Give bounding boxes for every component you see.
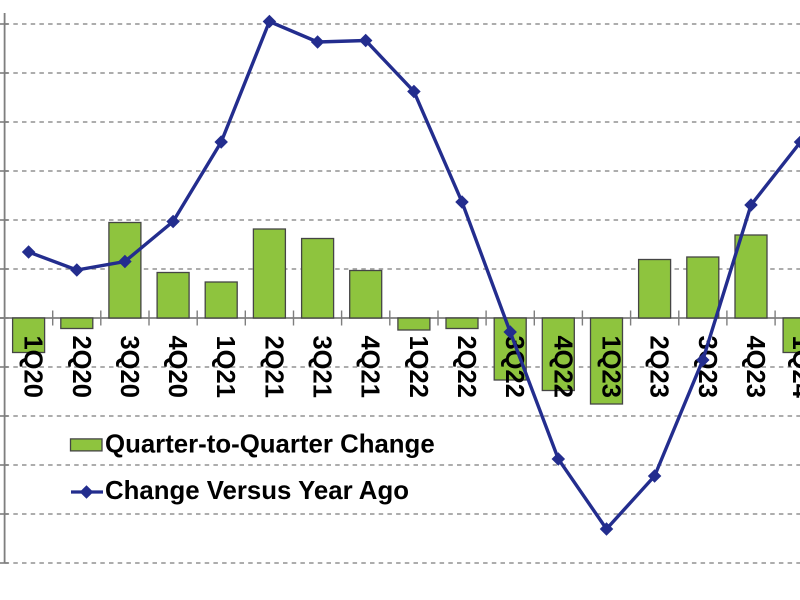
svg-text:4Q23: 4Q23 [741,336,769,398]
svg-text:4Q20: 4Q20 [163,336,191,398]
svg-text:Change Versus Year Ago: Change Versus Year Ago [105,477,409,505]
svg-text:2Q22: 2Q22 [452,336,480,398]
svg-text:2Q23: 2Q23 [645,336,673,398]
svg-text:1Q23: 1Q23 [597,336,625,398]
svg-text:Quarter-to-Quarter Change: Quarter-to-Quarter Change [105,431,435,459]
svg-text:2Q21: 2Q21 [259,336,287,398]
svg-text:3Q20: 3Q20 [115,336,143,398]
svg-text:4Q21: 4Q21 [356,336,384,398]
svg-text:1Q21: 1Q21 [211,336,239,398]
svg-text:3Q21: 3Q21 [308,336,336,398]
svg-text:2Q20: 2Q20 [67,336,95,398]
svg-text:1Q24: 1Q24 [787,336,800,399]
svg-text:1Q20: 1Q20 [19,336,47,398]
svg-text:1Q22: 1Q22 [404,336,432,398]
svg-text:4Q22: 4Q22 [548,336,576,398]
